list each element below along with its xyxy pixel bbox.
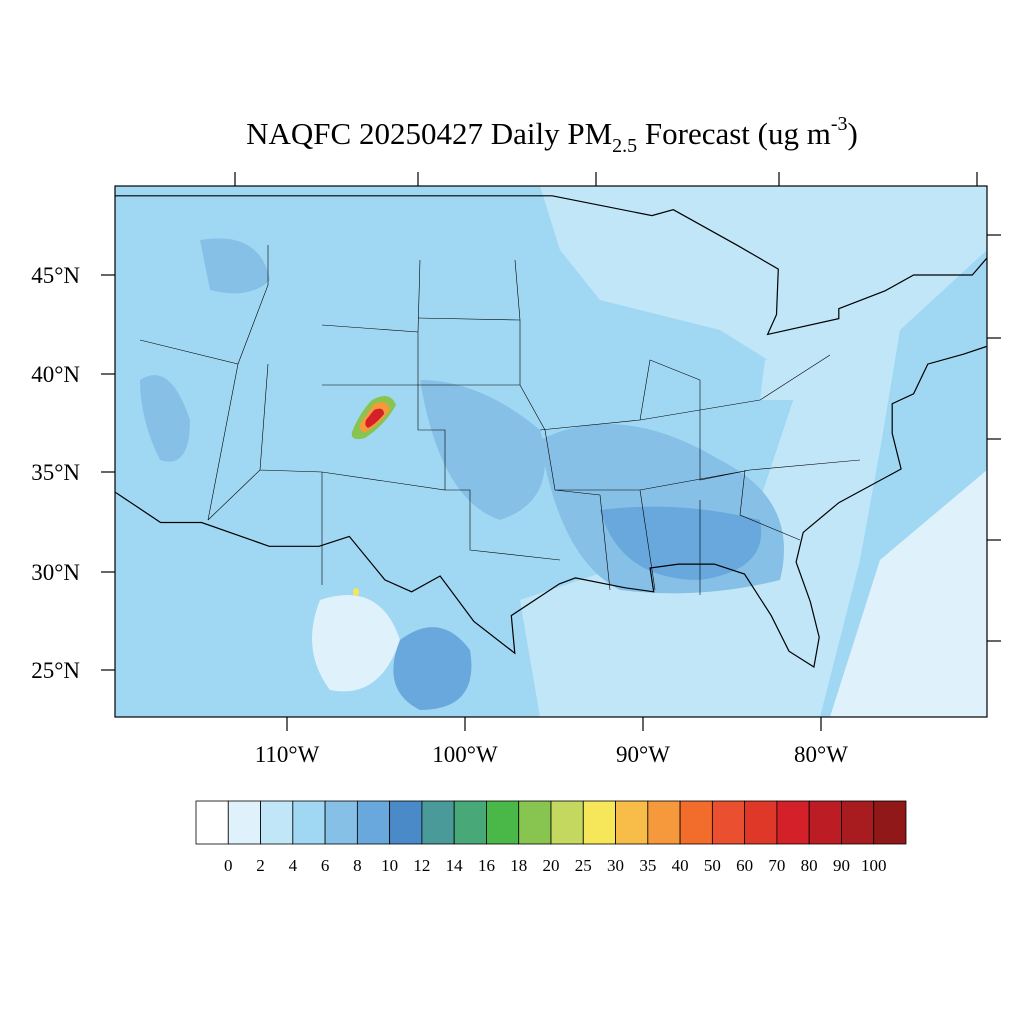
colorbar-box xyxy=(679,800,713,845)
colorbar-box xyxy=(582,800,616,845)
lat-label: 40°N xyxy=(31,362,80,387)
title-sup: -3 xyxy=(831,113,848,135)
lat-label: 45°N xyxy=(31,263,80,288)
lon-label: 80°W xyxy=(794,742,848,767)
colorbar-box xyxy=(324,800,358,845)
colorbar-label: 0 xyxy=(224,856,233,875)
field-region xyxy=(140,375,190,462)
colorbar-label: 18 xyxy=(510,856,527,875)
field-region xyxy=(200,238,270,294)
colorbar-label: 30 xyxy=(607,856,624,875)
colorbar-label: 90 xyxy=(833,856,850,875)
colorbar-label: 25 xyxy=(575,856,592,875)
frame-ticks xyxy=(101,172,1001,731)
lat-label: 25°N xyxy=(31,658,80,683)
colorbar-box xyxy=(227,800,261,845)
colorbar-label: 16 xyxy=(478,856,495,875)
title: NAQFC 20250427 Daily PM2.5 Forecast (ug … xyxy=(246,113,858,157)
colorbar-box xyxy=(486,800,520,845)
lon-label: 110°W xyxy=(255,742,320,767)
colorbar-label: 70 xyxy=(768,856,785,875)
title-mid: Forecast (ug m xyxy=(637,116,831,151)
field-region xyxy=(830,470,987,717)
colorbar-label: 100 xyxy=(861,856,887,875)
colorbar-box xyxy=(808,800,842,845)
colorbar-box xyxy=(389,800,423,845)
title-main: NAQFC 20250427 Daily PM xyxy=(246,116,612,151)
colorbar-box xyxy=(421,800,455,845)
state-borders xyxy=(139,245,861,595)
colorbar-box xyxy=(873,800,907,845)
colorbar-box xyxy=(356,800,391,845)
colorbar-label: 12 xyxy=(413,856,430,875)
map-field xyxy=(115,186,987,717)
field-region xyxy=(393,627,472,710)
lat-label: 30°N xyxy=(31,560,80,585)
plume xyxy=(353,588,359,596)
colorbar-label: 60 xyxy=(736,856,753,875)
colorbar-label: 40 xyxy=(672,856,689,875)
colorbar-label: 2 xyxy=(256,856,265,875)
colorbar-label: 35 xyxy=(639,856,656,875)
colorbar-box xyxy=(195,800,229,845)
field-region xyxy=(420,380,545,520)
field-region xyxy=(600,506,762,580)
colorbar-label: 14 xyxy=(446,856,464,875)
colorbar-box xyxy=(711,800,746,845)
colorbar-box xyxy=(647,800,681,845)
colorbar-box xyxy=(841,800,875,845)
title-sub: 2.5 xyxy=(612,135,637,157)
lon-label: 90°W xyxy=(616,742,670,767)
colorbar-label: 20 xyxy=(543,856,560,875)
plume xyxy=(365,408,384,428)
field-region xyxy=(760,350,840,400)
lat-label: 35°N xyxy=(31,460,80,485)
field-region xyxy=(312,595,400,692)
colorbar-label: 8 xyxy=(353,856,362,875)
colorbar-box xyxy=(744,800,778,845)
colorbar-box xyxy=(776,800,810,845)
colorbar-label: 80 xyxy=(801,856,818,875)
coastline xyxy=(115,195,987,668)
lon-label: 100°W xyxy=(432,742,498,767)
colorbar-label: 10 xyxy=(381,856,398,875)
colorbar-box xyxy=(615,800,649,845)
colorbar-box xyxy=(550,800,584,845)
colorbar-label: 50 xyxy=(704,856,721,875)
colorbar-label: 4 xyxy=(289,856,298,875)
plot-frame xyxy=(114,185,988,718)
colorbar-label: 6 xyxy=(321,856,330,875)
colorbar-box xyxy=(518,800,552,845)
colorbar-box xyxy=(453,800,487,845)
title-end: ) xyxy=(848,116,858,151)
colorbar-box xyxy=(292,800,326,845)
colorbar-box xyxy=(260,800,294,845)
